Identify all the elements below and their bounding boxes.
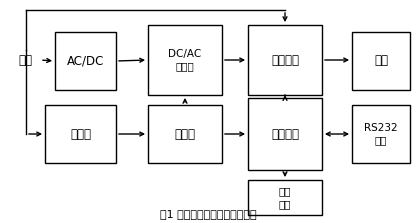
- Text: 负载: 负载: [374, 54, 388, 68]
- Bar: [352, 105, 410, 163]
- Text: DC/AC
逆变器: DC/AC 逆变器: [168, 49, 202, 71]
- Text: 面板
显示: 面板 显示: [279, 186, 291, 209]
- Bar: [248, 25, 322, 95]
- Text: 控制中心: 控制中心: [271, 128, 299, 140]
- Bar: [148, 105, 222, 163]
- Bar: [248, 98, 322, 170]
- Text: 充电器: 充电器: [70, 128, 91, 140]
- Bar: [148, 25, 222, 95]
- Text: 图1 在线式不间断电源主电路图: 图1 在线式不间断电源主电路图: [160, 209, 257, 219]
- Bar: [248, 180, 322, 215]
- Text: RS232
通讯: RS232 通讯: [364, 123, 398, 145]
- Text: 电池组: 电池组: [174, 128, 196, 140]
- Text: AC/DC: AC/DC: [67, 54, 104, 68]
- Text: 市电: 市电: [18, 54, 32, 66]
- Text: 切换开关: 切换开关: [271, 54, 299, 66]
- Bar: [55, 32, 116, 90]
- Bar: [352, 32, 410, 90]
- Bar: [45, 105, 116, 163]
